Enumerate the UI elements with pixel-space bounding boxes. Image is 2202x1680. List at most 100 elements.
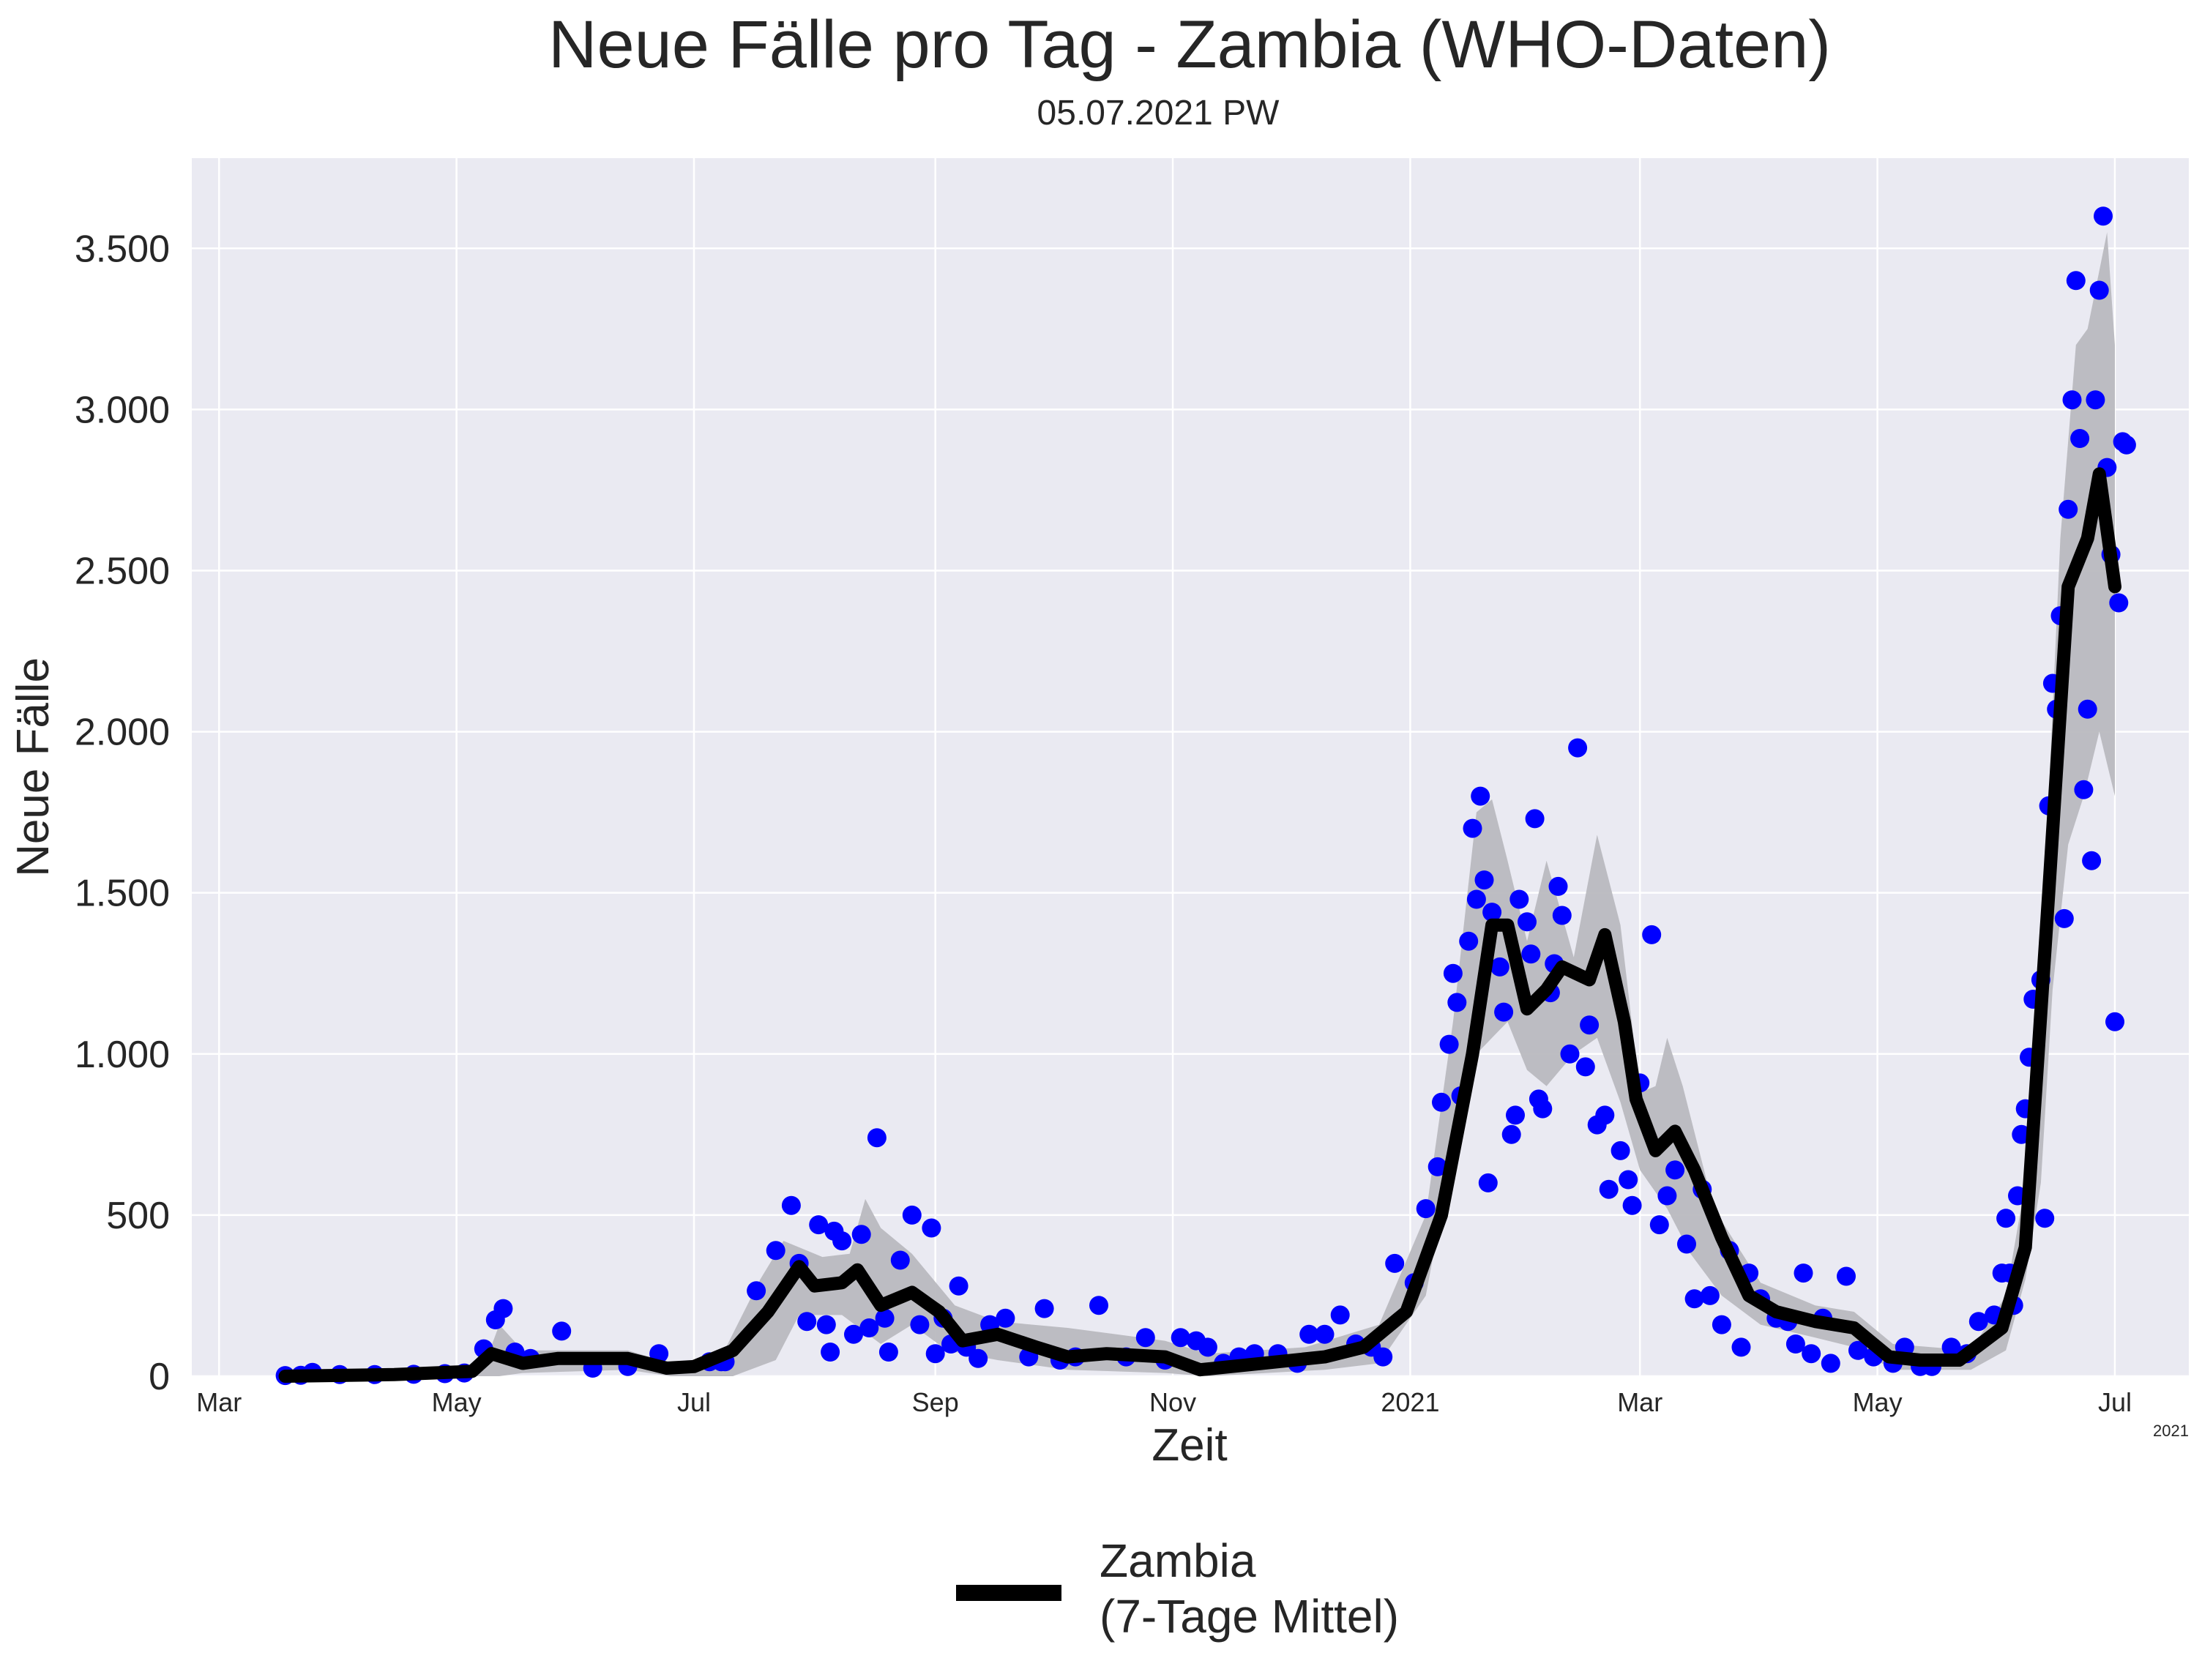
- daily-case-point: [1785, 1334, 1805, 1354]
- x-tick-label: Jul: [677, 1387, 711, 1417]
- daily-case-point: [1619, 1170, 1638, 1190]
- daily-case-point: [890, 1250, 910, 1270]
- daily-case-point: [859, 1318, 879, 1337]
- daily-case-point: [1459, 931, 1479, 951]
- x-axis-offset-label: 2021: [2153, 1422, 2189, 1440]
- daily-case-point: [1490, 957, 1509, 977]
- daily-case-point: [2078, 699, 2097, 719]
- daily-case-point: [1506, 1105, 1525, 1125]
- legend-label: Zambia (7-Tage Mittel): [1100, 1534, 1399, 1643]
- daily-case-point: [781, 1195, 801, 1215]
- daily-case-point: [1509, 889, 1529, 909]
- chart-subtitle: 05.07.2021 PW: [1037, 94, 1280, 132]
- daily-case-point: [2035, 1209, 2055, 1228]
- y-tick-label: 3.000: [75, 389, 170, 431]
- daily-case-point: [809, 1215, 829, 1235]
- daily-case-point: [1731, 1337, 1751, 1357]
- daily-case-point: [1525, 809, 1545, 829]
- daily-case-point: [1501, 1124, 1521, 1144]
- daily-case-point: [816, 1315, 836, 1334]
- daily-case-point: [2094, 206, 2113, 226]
- daily-case-point: [1595, 1105, 1615, 1125]
- x-tick-label: May: [432, 1387, 482, 1417]
- daily-case-point: [1996, 1209, 2016, 1228]
- legend: Zambia (7-Tage Mittel): [956, 1534, 1399, 1643]
- daily-case-point: [1034, 1299, 1054, 1318]
- daily-case-point: [925, 1344, 945, 1364]
- daily-case-point: [2066, 271, 2086, 291]
- uncertainty-band: [285, 232, 2115, 1377]
- y-tick-label: 1.500: [75, 873, 170, 915]
- daily-case-point: [747, 1281, 766, 1301]
- daily-case-point: [851, 1225, 871, 1244]
- daily-case-point: [797, 1312, 817, 1332]
- daily-case-point: [1599, 1179, 1619, 1199]
- daily-case-point: [1794, 1263, 1813, 1283]
- daily-case-point: [1821, 1354, 1840, 1373]
- daily-case-point: [875, 1308, 895, 1328]
- daily-case-point: [1315, 1324, 1335, 1344]
- daily-case-point: [1665, 1160, 1685, 1180]
- y-tick-label: 3.500: [75, 228, 170, 270]
- daily-case-point: [1447, 993, 1467, 1012]
- daily-case-point: [2054, 908, 2074, 928]
- daily-case-point: [2089, 280, 2109, 300]
- x-tick-label: 2021: [1381, 1387, 1439, 1417]
- daily-case-point: [1494, 1002, 1514, 1022]
- daily-case-point: [766, 1241, 785, 1261]
- daily-case-point: [1521, 944, 1541, 964]
- daily-case-point: [2116, 435, 2136, 455]
- grid: [192, 158, 2189, 1378]
- y-tick-label: 1.000: [75, 1034, 170, 1076]
- daily-case-point: [2109, 593, 2129, 613]
- daily-case-point: [1474, 870, 1494, 890]
- daily-case-point: [968, 1348, 988, 1368]
- daily-case-point: [1968, 1312, 1988, 1332]
- daily-case-point: [2086, 390, 2105, 410]
- daily-case-point: [1482, 903, 1502, 922]
- daily-case-point: [1642, 925, 1662, 944]
- daily-case-point: [1373, 1347, 1393, 1367]
- plot-area: [192, 158, 2189, 1376]
- daily-case-point: [2062, 390, 2082, 410]
- daily-case-point: [1299, 1324, 1319, 1344]
- daily-case-point: [844, 1324, 863, 1344]
- daily-case-point: [1466, 889, 1486, 909]
- daily-case-point: [1198, 1337, 1217, 1357]
- daily-case-point: [552, 1321, 572, 1341]
- daily-case-point: [922, 1218, 941, 1238]
- daily-case-point: [1533, 1099, 1553, 1119]
- daily-case-point: [1622, 1195, 1642, 1215]
- x-tick-label: May: [1853, 1387, 1903, 1417]
- daily-case-point: [1611, 1140, 1630, 1160]
- daily-case-point: [1518, 912, 1537, 932]
- daily-case-point: [2070, 429, 2090, 448]
- x-tick-label: Mar: [196, 1387, 242, 1417]
- legend-label-line-2: (7-Tage Mittel): [1100, 1590, 1399, 1643]
- daily-case-point: [2105, 1012, 2124, 1031]
- daily-case-point: [1135, 1328, 1155, 1348]
- daily-case-point: [1580, 1015, 1600, 1035]
- daily-case-point: [1677, 1234, 1696, 1254]
- daily-case-point: [1684, 1289, 1704, 1309]
- daily-case-point: [2074, 780, 2094, 799]
- x-tick-labels: Mar May Jul Sep Nov 2021 Mar May Jul: [196, 1387, 2132, 1417]
- y-tick-label: 500: [106, 1195, 170, 1237]
- x-axis-label: Zeit: [1152, 1420, 1227, 1471]
- daily-case-point: [1700, 1285, 1720, 1305]
- daily-case-point: [1443, 963, 1463, 983]
- daily-case-point: [949, 1276, 968, 1296]
- daily-case-point: [1552, 906, 1572, 925]
- daily-case-point: [1478, 1173, 1498, 1192]
- daily-case-point: [1463, 818, 1482, 838]
- daily-case-point: [1427, 1157, 1447, 1176]
- daily-case-point: [2082, 851, 2102, 870]
- daily-case-point: [2059, 499, 2078, 519]
- daily-case-point: [1941, 1337, 1961, 1357]
- daily-case-point: [1548, 876, 1568, 896]
- daily-case-point: [1560, 1044, 1580, 1064]
- uncertainty-band-area: [285, 232, 2115, 1377]
- y-axis-label: Neue Fälle: [8, 657, 59, 877]
- daily-case-point: [878, 1343, 898, 1362]
